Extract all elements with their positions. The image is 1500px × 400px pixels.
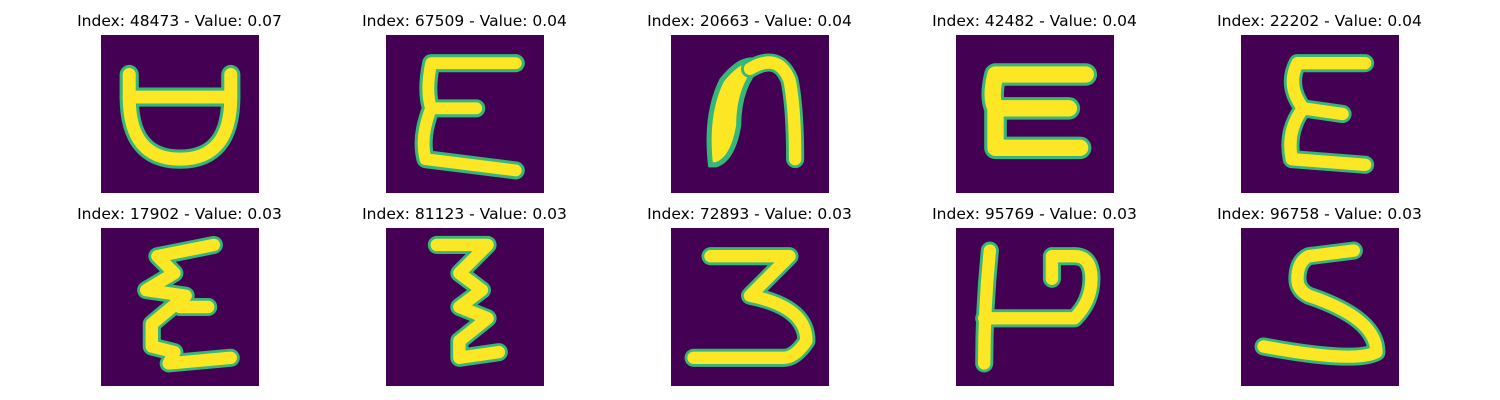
- panel-9: Index: 95769 - Value: 0.03: [892, 193, 1177, 386]
- panel-title: Index: 48473 - Value: 0.07: [77, 12, 282, 30]
- digit-image: [100, 228, 259, 386]
- panel-7: Index: 81123 - Value: 0.03: [322, 193, 607, 386]
- panel-title: Index: 20663 - Value: 0.04: [647, 12, 852, 30]
- digit-image: [385, 228, 544, 386]
- digit-image: [385, 35, 544, 193]
- panel-8: Index: 72893 - Value: 0.03: [607, 193, 892, 386]
- panel-title: Index: 72893 - Value: 0.03: [647, 205, 852, 223]
- digit-image: [955, 228, 1114, 386]
- panel-title: Index: 67509 - Value: 0.04: [362, 12, 567, 30]
- digit-image: [100, 35, 259, 193]
- panel-1: Index: 48473 - Value: 0.07: [37, 0, 322, 193]
- panel-title: Index: 96758 - Value: 0.03: [1217, 205, 1422, 223]
- panel-title: Index: 42482 - Value: 0.04: [932, 12, 1137, 30]
- digit-image: [670, 35, 829, 193]
- digit-image: [1240, 228, 1399, 386]
- panel-2: Index: 67509 - Value: 0.04: [322, 0, 607, 193]
- digit-image: [955, 35, 1114, 193]
- panel-title: Index: 22202 - Value: 0.04: [1217, 12, 1422, 30]
- digit-image: [1240, 35, 1399, 193]
- panel-title: Index: 81123 - Value: 0.03: [362, 205, 567, 223]
- panel-10: Index: 96758 - Value: 0.03: [1177, 193, 1462, 386]
- digit-image: [670, 228, 829, 386]
- panel-5: Index: 22202 - Value: 0.04: [1177, 0, 1462, 193]
- panel-title: Index: 95769 - Value: 0.03: [932, 205, 1137, 223]
- panel-3: Index: 20663 - Value: 0.04: [607, 0, 892, 193]
- panel-title: Index: 17902 - Value: 0.03: [77, 205, 282, 223]
- panel-4: Index: 42482 - Value: 0.04: [892, 0, 1177, 193]
- panel-6: Index: 17902 - Value: 0.03: [37, 193, 322, 386]
